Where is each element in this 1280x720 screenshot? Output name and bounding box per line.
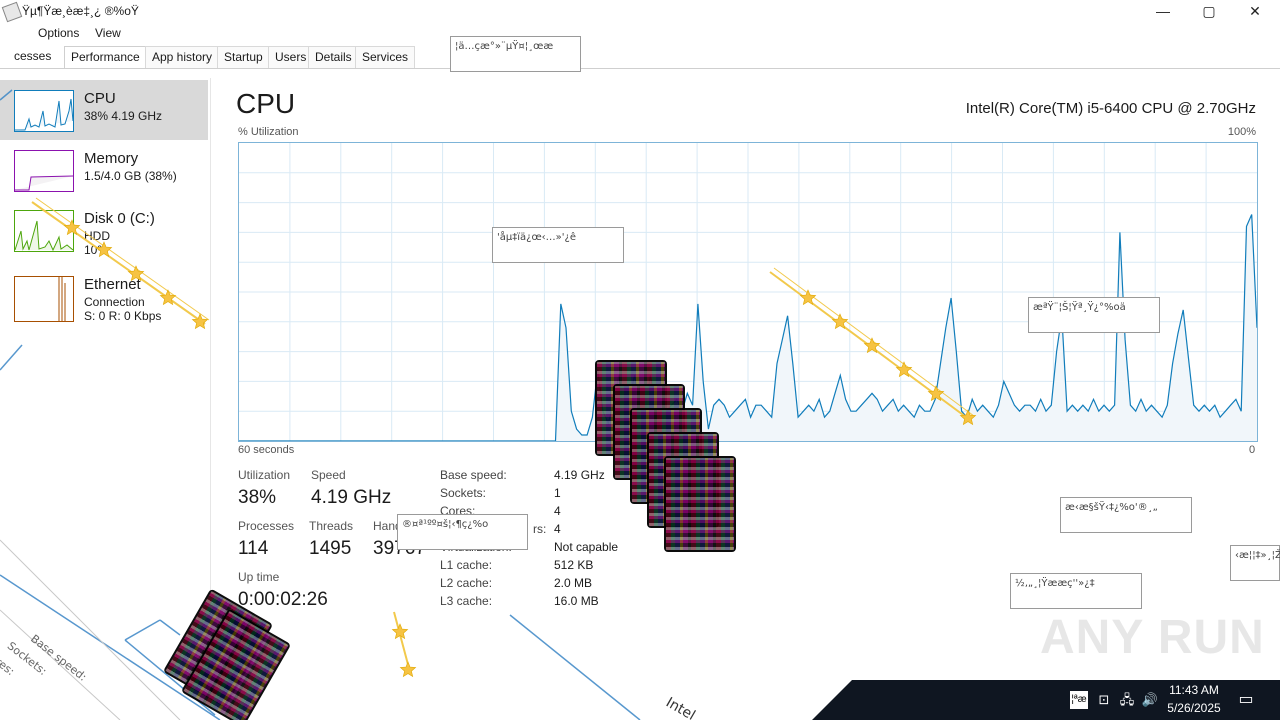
performance-sidebar: CPU 38% 4.19 GHz Memory 1.5/4.0 GB (38%)… [0,78,211,638]
tab-strip: cesses Performance App history Startup U… [0,46,1280,69]
speed-value: 4.19 GHz [311,487,392,508]
threads-value: 1495 [309,538,352,559]
taskbar-clock-time[interactable]: 11:43 AM [1169,683,1219,697]
tab-app-history[interactable]: App history [145,46,220,68]
utilization-value: 38% [238,487,277,508]
garbled-popup-3: æªŸ¨¦Š¦Ÿª¸Ÿ¿°%oä [1028,297,1160,333]
sidebar-item-disk[interactable]: Disk 0 (C:) HDD 10% [0,200,208,260]
l2-cache-value: 2.0 MB [554,576,593,590]
speed-label: Speed [311,468,346,482]
cpu-thumbnail-graph [14,90,74,132]
anyrun-watermark: ANY RUN [1040,611,1265,664]
threads-label: Threads [309,519,354,533]
graph-time-span-label: 60 seconds [238,444,295,456]
taskbar-cut-edge [812,680,852,720]
garbled-popup-2: 'åµ‡ïä¿œ‹…»'¿ê [492,227,624,263]
base-speed-value: 4.19 GHz [554,468,605,482]
star-glitch-icon [799,289,817,306]
logical-processors-label: rs: [533,522,547,536]
sidebar-cpu-sub: 38% 4.19 GHz [84,109,163,123]
sidebar-item-memory[interactable]: Memory 1.5/4.0 GB (38%) [0,140,208,200]
sidebar-disk-name: Disk 0 (C:) [84,210,155,227]
l1-cache-label: L1 cache: [440,558,493,572]
page-title: CPU [236,88,296,119]
star-glitch-icon [391,623,409,640]
garbled-popup-6: ½‚„¸¦Ÿææç''»¿‡ [1010,573,1142,609]
sidebar-ethernet-speed: S: 0 R: 0 Kbps [84,309,162,323]
tab-users[interactable]: Users [268,46,314,68]
logical-processors-value: 4 [554,522,561,536]
star-glitch-icon [159,289,177,306]
l2-cache-label: L2 cache: [440,576,493,590]
processes-label: Processes [238,519,295,533]
star-glitch-icon [927,385,945,402]
utilization-axis-label: % Utilization [238,126,299,138]
sidebar-memory-sub: 1.5/4.0 GB (38%) [84,169,177,183]
star-glitch-icon [127,265,145,282]
garbled-popup-1: ¦ä…çæ°»¨µŸ¤¦¸œæ [450,36,581,72]
maximize-button[interactable]: ▢ [1202,3,1216,19]
network-icon[interactable]: 🖧 [1119,692,1135,707]
star-glitch-icon [63,219,81,236]
people-icon[interactable]: ⊡ [1098,692,1110,707]
cpu-model-name: Intel(R) Core(TM) i5-6400 CPU @ 2.70GHz [965,100,1256,117]
uptime-label: Up time [238,570,280,584]
glitch-text-intel: Intel [663,695,698,720]
title-bar: Ÿµ¶Ÿæ¸èæ‡¸¿ ®%oŸ — ▢ ✕ [0,0,1280,24]
star-glitch-icon [831,313,849,330]
sidebar-disk-type: HDD [84,229,110,243]
l1-cache-value: 512 KB [554,558,594,572]
ethernet-thumbnail-graph [14,276,74,322]
uptime-value: 0:00:02:26 [238,589,328,610]
noise-icon-5 [664,456,736,552]
star-glitch-icon [95,241,113,258]
star-glitch-icon [399,661,417,678]
taskbar-clock-date[interactable]: 5/26/2025 [1167,701,1221,715]
star-glitch-icon [191,313,209,330]
window-title: Ÿµ¶Ÿæ¸èæ‡¸¿ ®%oŸ [22,4,139,18]
tab-processes[interactable]: cesses [14,49,52,63]
cpu-usage-area [239,214,1257,441]
taskbar: ¦ªæ ⊡ 🖧 🔊 ▭ [812,680,1280,720]
disk-thumbnail-graph [14,210,74,252]
garbled-popup-5: æ‹æ§šŸ‹‡¿%o'®¸„ [1060,497,1192,533]
cores-value: 4 [554,504,561,518]
virtualization-value: Not capable [554,540,619,554]
garbled-popup-7: ‹æ¦¦‡»¸¦Ž [1230,545,1280,581]
sockets-label: Sockets: [440,486,487,500]
star-glitch-icon [863,337,881,354]
tab-startup[interactable]: Startup [217,46,270,68]
sidebar-memory-name: Memory [84,150,139,167]
sockets-value: 1 [554,486,561,500]
star-glitch-icon [959,409,977,426]
star-glitch-icon [895,361,913,378]
l3-cache-value: 16.0 MB [554,594,599,608]
garbled-popup-4: ®¤ª¹ºº¤š¦‹¶ç¿%o [397,514,528,550]
tab-performance[interactable]: Performance [64,46,147,68]
notification-icon[interactable]: ▭ [1238,691,1254,708]
minimize-button[interactable]: — [1156,3,1170,19]
utilization-label: Utilization [238,468,291,482]
graph-zero-label: 0 [1249,444,1256,456]
tab-services[interactable]: Services [355,46,416,68]
volume-icon[interactable]: 🔊 [1141,692,1159,707]
utilization-max-label: 100% [1227,126,1256,138]
sidebar-ethernet-name: Ethernet [84,276,141,293]
sidebar-cpu-name: CPU [84,90,116,107]
menu-view[interactable]: View [95,26,121,40]
memory-thumbnail-graph [14,150,74,192]
menu-options[interactable]: Options [38,26,80,40]
ime-indicator[interactable]: ¦ªæ [1070,691,1088,709]
close-button[interactable]: ✕ [1249,3,1261,19]
l3-cache-label: L3 cache: [440,594,493,608]
sidebar-item-cpu[interactable]: CPU 38% 4.19 GHz [0,80,208,140]
processes-value: 114 [238,538,269,559]
sidebar-ethernet-sub: Connection [84,295,145,309]
sidebar-item-ethernet[interactable]: Ethernet Connection S: 0 R: 0 Kbps [0,266,208,326]
base-speed-label: Base speed: [440,468,507,482]
handles-label: Hand [373,519,402,533]
